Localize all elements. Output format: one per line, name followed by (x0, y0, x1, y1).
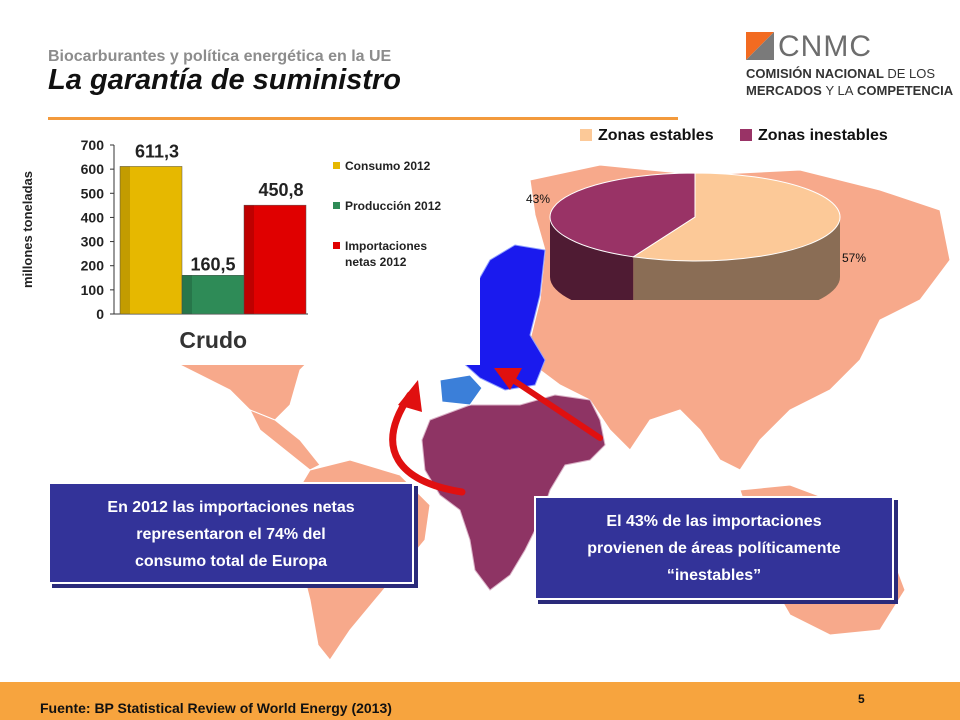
legend-swatch (333, 242, 340, 249)
arrow-from-mideast-head (494, 368, 522, 390)
bar (181, 275, 245, 315)
callout-imports-share: En 2012 las importaciones netas represen… (48, 482, 414, 584)
y-tick-label: 200 (81, 258, 105, 274)
callout-right-line-3: “inestables” (666, 567, 762, 584)
pie-slice (549, 172, 696, 258)
y-tick-label: 100 (81, 282, 105, 298)
bar-chart-legend: Consumo 2012 Producción 2012 Importaciones… (333, 159, 441, 269)
bar-shade (244, 205, 254, 314)
pie-legend-label: Zonas inestables (758, 127, 888, 144)
y-tick-label: 300 (81, 234, 105, 250)
arrow-from-africa-head (398, 380, 422, 412)
bar (243, 204, 307, 315)
callout-left-line-2: representaron el 74% del (136, 526, 326, 543)
callout-left-line-1: En 2012 las importaciones netas (107, 499, 355, 516)
pie-slice (631, 172, 841, 262)
pie-value-label-unstable: 43% (526, 192, 550, 206)
logo-line-1-bold: COMISIÓN NACIONAL (746, 66, 884, 81)
logo-line-2: MERCADOS Y LA COMPETENCIA (746, 83, 953, 98)
logo-line-2-light: Y LA (825, 83, 854, 98)
legend-label: Consumo 2012 (345, 159, 431, 173)
pie-legend-swatch (580, 129, 592, 141)
pie-legend: Zonas estables Zonas inestables (580, 127, 888, 144)
bar-value-label: 450,8 (258, 180, 303, 200)
pie-legend-swatch (740, 129, 752, 141)
import-arrows (389, 368, 603, 496)
map-central-america (248, 409, 321, 471)
logo-name: CNMC (778, 30, 872, 63)
stability-pie-chart: Zonas estables Zonas inestables 43% 57% (526, 127, 888, 300)
pie-slice-side (550, 217, 634, 300)
bar-chart-background (0, 130, 480, 365)
callout-right-line-2: provienen de áreas políticamente (587, 540, 841, 557)
y-tick-label: 500 (81, 185, 105, 201)
crude-oil-bar-chart: 0 100 200 300 400 500 600 700 millones toneladas… (0, 130, 480, 365)
legend-label: Producción 2012 (345, 199, 441, 213)
bar-value-label: 611,3 (135, 141, 179, 161)
x-axis-label: Crudo (179, 327, 247, 353)
arrow-from-mideast (507, 375, 603, 441)
logo-line-2-bold-2: COMPETENCIA (857, 83, 954, 98)
pie-slice-side (633, 217, 840, 300)
bar-value-label: 160,5 (190, 254, 235, 274)
legend-label: netas 2012 (345, 255, 407, 269)
title-underline (48, 117, 678, 120)
y-tick-label: 700 (81, 137, 105, 153)
pie-value-label-stable: 57% (842, 251, 866, 265)
bar-shade (182, 275, 192, 314)
pie-value-labels: 43% 57% (526, 192, 866, 265)
logo-line-1-light: DE LOS (887, 66, 936, 81)
bar-shade (120, 166, 130, 314)
callout-unstable-share: El 43% de las importaciones provienen de… (534, 496, 894, 600)
y-tick-label: 600 (81, 161, 105, 177)
source-note: Fuente: BP Statistical Review of World E… (40, 700, 392, 716)
logo-line-2-bold: MERCADOS (746, 83, 822, 98)
map-spain (439, 374, 483, 406)
pie-legend-label: Zonas estables (598, 127, 714, 144)
cnmc-logo-mark-icon (746, 32, 774, 60)
callout-right-line-1: El 43% de las importaciones (606, 513, 822, 530)
bar-chart-bars: 611,3 160,5 450,8 (119, 141, 307, 315)
callout-left-line-3: consumo total de Europa (134, 553, 327, 570)
legend-swatch (333, 162, 340, 169)
y-tick-label: 0 (96, 306, 104, 322)
page-number: 5 (858, 692, 865, 706)
cnmc-logo: CNMC COMISIÓN NACIONAL DE LOS MERCADOS Y… (746, 30, 953, 100)
y-axis-label: millones toneladas (20, 171, 35, 288)
logo-line-1: COMISIÓN NACIONAL DE LOS (746, 66, 935, 81)
bar (119, 166, 183, 315)
pie-body (549, 172, 841, 300)
y-tick-label: 400 (81, 209, 105, 225)
footer-bar: Fuente: BP Statistical Review of World E… (0, 682, 960, 720)
deck-subtitle: Biocarburantes y política energética en … (48, 48, 392, 65)
slide-title: La garantía de suministro (48, 64, 401, 96)
arrow-from-africa (389, 391, 466, 496)
legend-swatch (333, 202, 340, 209)
legend-label: Importaciones (345, 239, 427, 253)
